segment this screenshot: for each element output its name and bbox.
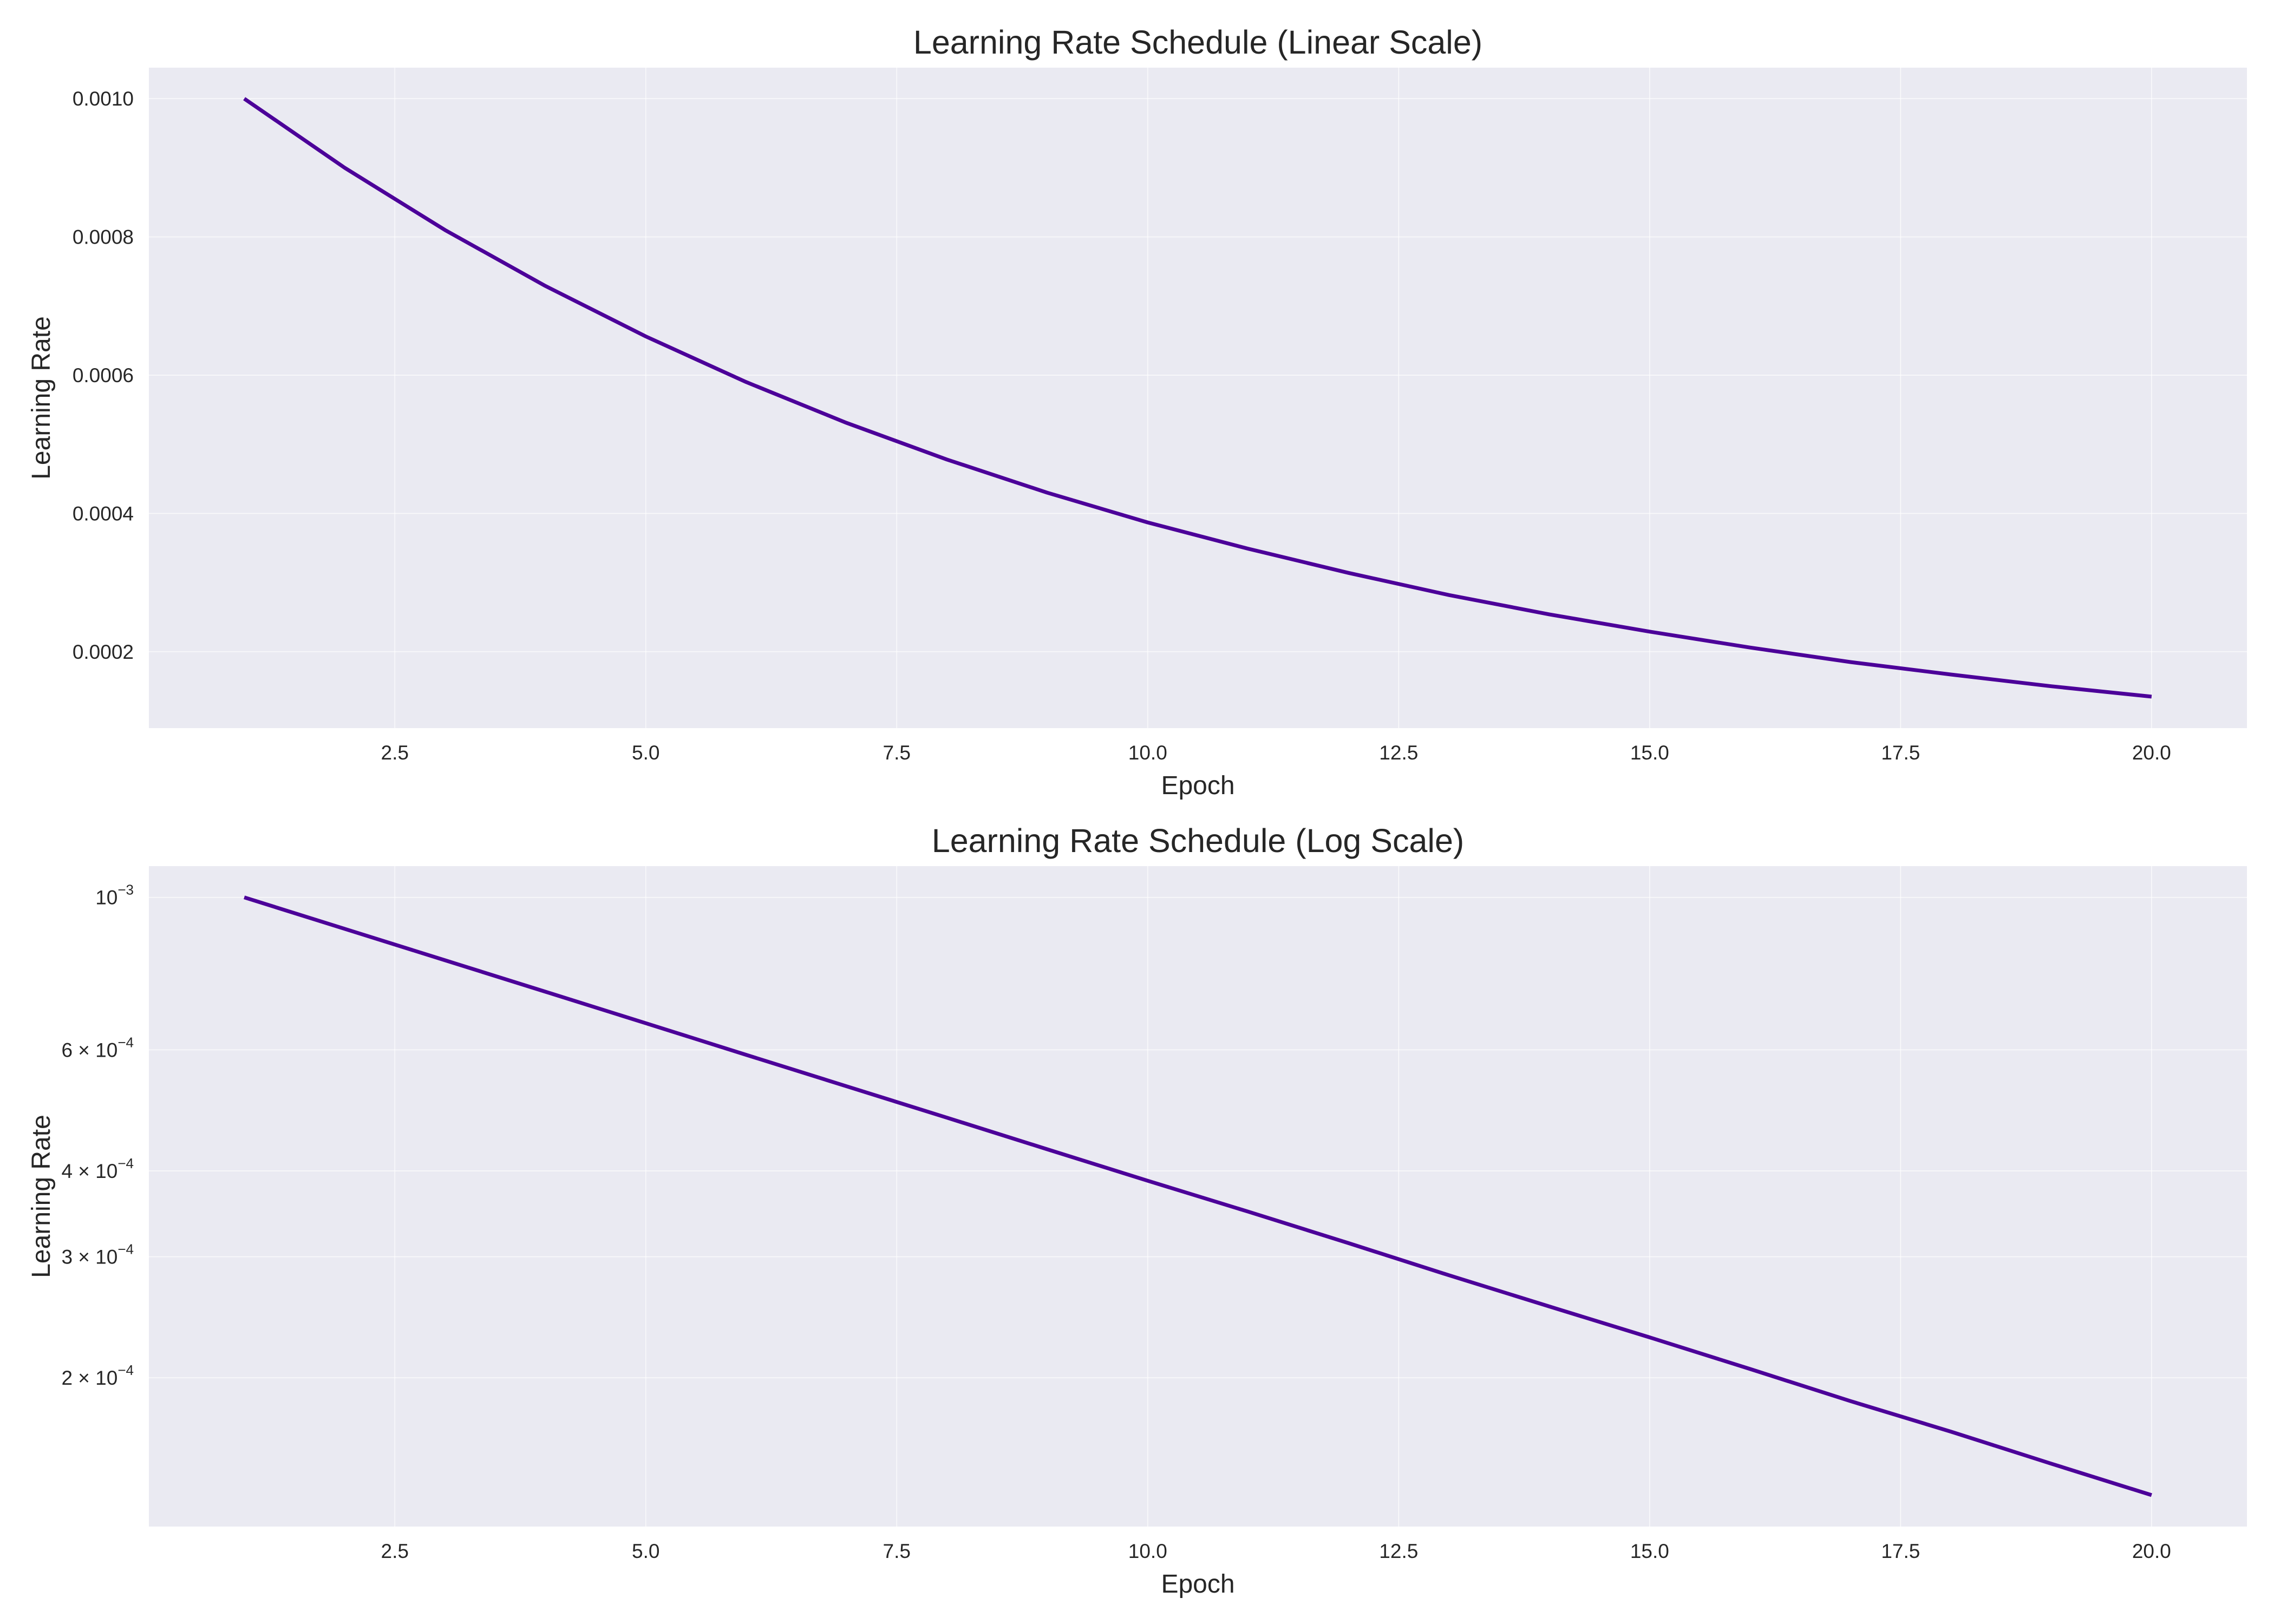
x-tick-label: 17.5 <box>1881 1540 1920 1562</box>
chart-title: Learning Rate Schedule (Linear Scale) <box>913 24 1482 61</box>
plot-area <box>149 68 2247 728</box>
x-tick-label: 15.0 <box>1630 742 1669 764</box>
x-tick-label: 12.5 <box>1379 742 1418 764</box>
x-tick-label: 2.5 <box>381 1540 409 1562</box>
x-tick-label: 20.0 <box>2132 1540 2171 1562</box>
y-tick-label: 0.0006 <box>73 364 134 387</box>
x-tick-label: 12.5 <box>1379 1540 1418 1562</box>
x-tick-label: 5.0 <box>632 1540 659 1562</box>
x-tick-label: 20.0 <box>2132 742 2171 764</box>
chart-title: Learning Rate Schedule (Log Scale) <box>932 822 1464 859</box>
x-tick-label: 10.0 <box>1128 1540 1167 1562</box>
series-line <box>243 97 2152 699</box>
y-tick-label: 0.0004 <box>73 502 134 525</box>
x-tick-label: 7.5 <box>883 1540 911 1562</box>
x-tick-label: 17.5 <box>1881 742 1920 764</box>
x-tick-label: 10.0 <box>1128 742 1167 764</box>
x-tick-label: 5.0 <box>632 742 659 764</box>
y-tick-label: 2 × 10−4 <box>61 1362 134 1389</box>
y-axis-label: Learning Rate <box>27 316 56 480</box>
chart-panel-2: 2.5 5.0 7.5 10.0 12.5 15.0 17.5 20.0 10−3 6 × 10−… <box>27 822 2247 1599</box>
y-tick-label: 3 × 10−4 <box>61 1241 134 1268</box>
x-axis-label: Epoch <box>1161 771 1234 800</box>
y-tick-label: 0.0008 <box>73 226 134 248</box>
x-axis-label: Epoch <box>1161 1570 1234 1599</box>
x-tick-label: 7.5 <box>883 742 911 764</box>
y-tick-label: 6 × 10−4 <box>61 1034 134 1061</box>
y-tick-label: 0.0010 <box>73 88 134 110</box>
x-tick-label: 15.0 <box>1630 1540 1669 1562</box>
y-tick-label: 4 × 10−4 <box>61 1155 134 1182</box>
y-axis-label: Learning Rate <box>27 1115 56 1278</box>
y-tick-label: 0.0002 <box>73 641 134 663</box>
y-tick-label: 10−3 <box>95 882 134 909</box>
chart-panel-1: 2.5 5.0 7.5 10.0 12.5 15.0 17.5 20.0 0.0002 0.000… <box>27 24 2247 800</box>
series-line <box>244 895 2152 1497</box>
x-tick-label: 2.5 <box>381 742 409 764</box>
